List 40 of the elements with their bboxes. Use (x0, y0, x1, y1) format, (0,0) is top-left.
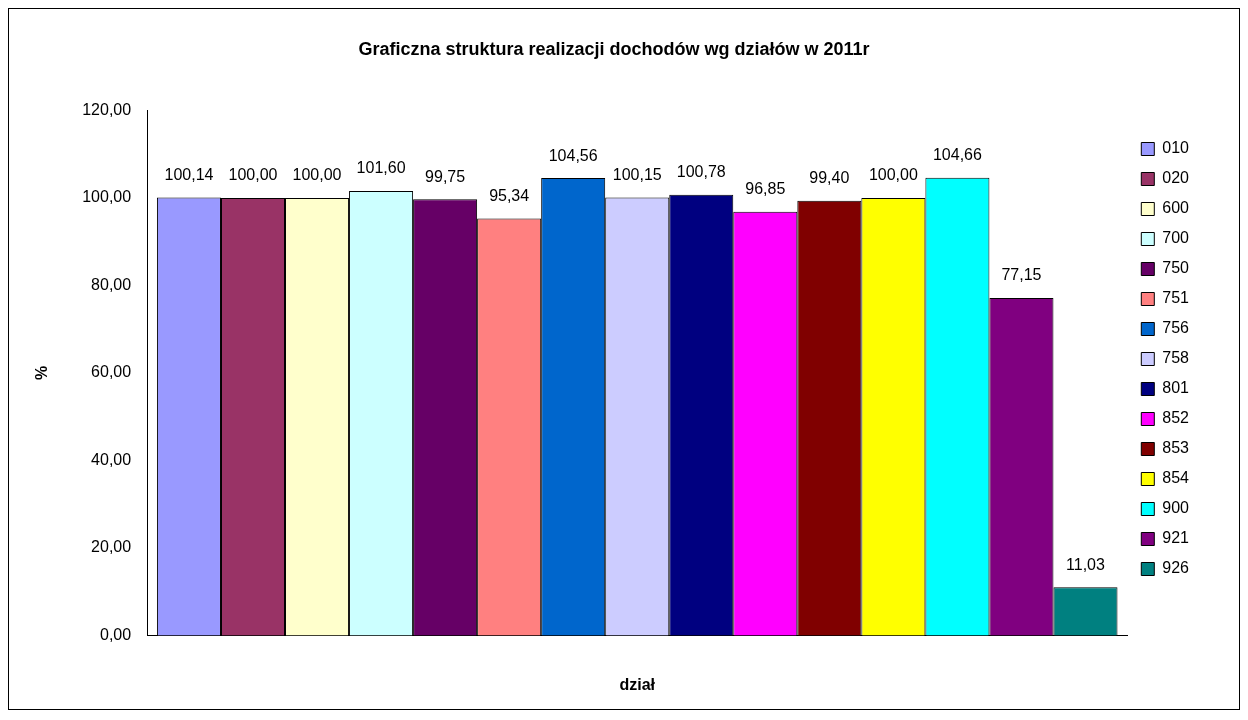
legend-label: 900 (1162, 499, 1190, 517)
legend-label: 921 (1162, 529, 1190, 547)
data-label: 100,14 (164, 165, 214, 183)
legend-label: 801 (1162, 379, 1190, 397)
data-label: 95,34 (489, 186, 530, 204)
data-label: 100,78 (676, 163, 726, 181)
data-label: 101,60 (356, 159, 406, 177)
legend-label: 853 (1162, 439, 1190, 457)
data-label: 99,40 (809, 169, 850, 187)
chart-title: Graficzna struktura realizacji dochodów wg działów w 2011r (358, 38, 870, 59)
data-label: 104,56 (548, 146, 598, 164)
data-label: 100,00 (868, 166, 918, 184)
y-tick-label: 40,00 (91, 450, 132, 468)
y-tick-label: 120,00 (82, 101, 132, 119)
legend-label: 750 (1162, 259, 1190, 277)
legend-label: 010 (1162, 139, 1190, 157)
legend-label: 700 (1162, 229, 1190, 247)
y-tick-label: 0,00 (100, 625, 132, 643)
legend-label: 751 (1162, 289, 1190, 307)
data-label: 99,75 (425, 167, 466, 185)
data-label: 96,85 (745, 180, 786, 198)
legend-label: 600 (1162, 199, 1190, 217)
data-label: 104,66 (932, 146, 982, 164)
y-tick-label: 80,00 (91, 275, 132, 293)
y-tick-label: 100,00 (82, 188, 132, 206)
legend-label: 854 (1162, 469, 1190, 487)
data-label: 100,00 (292, 166, 342, 184)
legend-label: 020 (1162, 169, 1190, 187)
data-label: 77,15 (1001, 266, 1042, 284)
legend-label: 758 (1162, 349, 1190, 367)
data-label: 11,03 (1066, 555, 1106, 573)
y-tick-label: 60,00 (91, 363, 132, 381)
data-label: 100,00 (228, 166, 278, 184)
legend-label: 852 (1162, 409, 1190, 427)
legend-label: 926 (1162, 559, 1190, 577)
data-label: 100,15 (612, 165, 662, 183)
y-axis-title: % (33, 365, 51, 381)
y-tick-label: 20,00 (91, 538, 132, 556)
legend-label: 756 (1162, 319, 1190, 337)
x-axis-title: dział (619, 675, 656, 693)
